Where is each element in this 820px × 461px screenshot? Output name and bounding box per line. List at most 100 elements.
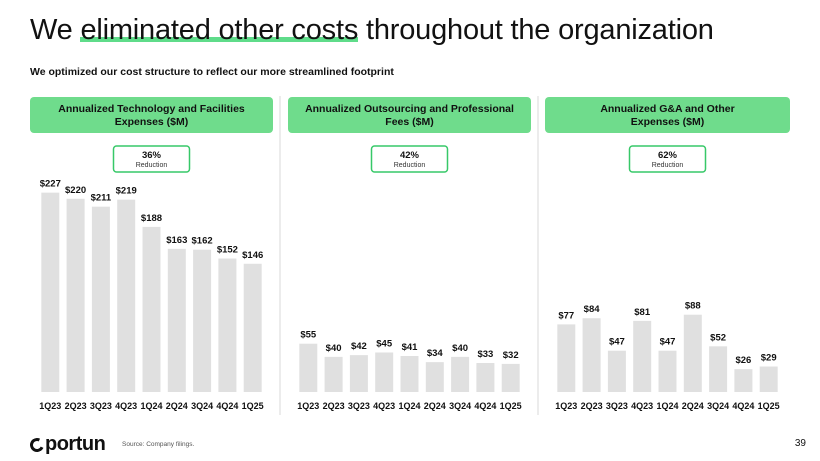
bar-value-label: $220: [65, 185, 86, 196]
x-tick-label: 4Q24: [732, 401, 754, 411]
x-tick-label: 3Q24: [449, 401, 471, 411]
bar-value-label: $211: [91, 193, 112, 204]
x-tick-label: 4Q24: [474, 401, 496, 411]
x-tick-label: 1Q25: [242, 401, 264, 411]
reduction-badge: [112, 145, 191, 173]
bar-value-label: $152: [217, 245, 238, 256]
x-tick-label: 2Q24: [424, 401, 446, 411]
x-tick-label: 3Q24: [707, 401, 729, 411]
chart-header-box: [545, 97, 790, 133]
chart-title-line: Fees ($M): [385, 116, 433, 128]
bar-value-label: $146: [242, 250, 263, 261]
bar-value-label: $81: [634, 307, 651, 318]
bar: [218, 258, 237, 392]
x-tick-label: 4Q23: [373, 401, 395, 411]
x-tick-label: 2Q23: [65, 401, 87, 411]
bar-value-label: $84: [584, 304, 601, 315]
slide-subtitle: We optimized our cost structure to refle…: [30, 66, 394, 78]
reduction-label: Reduction: [394, 162, 426, 169]
bar: [425, 362, 444, 392]
bar-value-label: $219: [116, 186, 137, 197]
x-tick-label: 1Q23: [39, 401, 61, 411]
bar: [658, 350, 677, 392]
bar: [607, 350, 626, 392]
bar: [66, 198, 85, 392]
bar: [633, 320, 652, 392]
x-tick-label: 2Q24: [682, 401, 704, 411]
source-note: Source: Company filings.: [122, 441, 195, 448]
bar-value-label: $42: [351, 341, 367, 352]
bar: [683, 314, 702, 392]
bar-value-label: $41: [402, 342, 419, 353]
bar-value-label: $88: [685, 301, 701, 312]
x-tick-label: 1Q23: [297, 401, 319, 411]
x-tick-label: 3Q24: [191, 401, 213, 411]
x-tick-label: 4Q24: [216, 401, 238, 411]
reduction-percent: 36%: [142, 150, 162, 161]
title-prefix: We: [30, 14, 81, 46]
bar-value-label: $77: [558, 310, 574, 321]
logo-mark-icon: [28, 435, 46, 454]
page-number: 39: [794, 438, 806, 449]
bar-value-label: $52: [710, 332, 726, 343]
x-tick-label: 2Q24: [166, 401, 188, 411]
brand-name: portun: [45, 433, 106, 455]
bar-value-label: $47: [660, 337, 676, 348]
brand-logo: portun: [28, 433, 106, 456]
bar: [349, 355, 368, 392]
x-tick-label: 3Q23: [606, 401, 628, 411]
bar-value-label: $227: [40, 179, 61, 190]
x-tick-label: 1Q23: [555, 401, 577, 411]
bar: [501, 363, 520, 392]
title-suffix: throughout the organization: [358, 14, 714, 46]
bar: [709, 346, 728, 392]
bar-value-label: $32: [503, 350, 519, 361]
reduction-label: Reduction: [136, 162, 168, 169]
chart-title-line: Annualized Outsourcing and Professional: [305, 103, 514, 115]
bar: [91, 206, 110, 392]
bar-value-label: $40: [326, 343, 342, 354]
bar: [41, 192, 60, 392]
reduction-badge: [370, 145, 449, 173]
bar: [193, 249, 212, 392]
bar: [117, 199, 136, 392]
reduction-percent: 42%: [400, 150, 420, 161]
bar-value-label: $45: [376, 338, 393, 349]
chart-title-line: Annualized G&A and Other: [600, 103, 734, 115]
bar: [476, 363, 495, 392]
x-tick-label: 1Q25: [758, 401, 780, 411]
bar-value-label: $162: [192, 236, 213, 247]
bar-value-label: $34: [427, 348, 444, 359]
bar: [167, 248, 186, 392]
bar-value-label: $40: [452, 343, 468, 354]
bar: [375, 352, 394, 392]
bar: [734, 369, 753, 392]
chart-header-box: [30, 97, 273, 133]
x-tick-label: 1Q24: [398, 401, 420, 411]
x-tick-label: 2Q23: [581, 401, 603, 411]
bar: [324, 356, 343, 392]
x-tick-label: 1Q25: [500, 401, 522, 411]
x-tick-label: 1Q24: [656, 401, 678, 411]
bar-value-label: $55: [300, 330, 317, 341]
chart-title-line: Expenses ($M): [631, 116, 705, 128]
bar: [451, 356, 470, 392]
bar: [557, 324, 576, 392]
bar: [299, 343, 318, 392]
bar: [243, 263, 262, 392]
title-highlight: eliminated other costs: [80, 14, 359, 46]
x-tick-label: 4Q23: [115, 401, 137, 411]
slide-title: We eliminated other costs throughout the…: [30, 14, 714, 47]
chart-title-line: Expenses ($M): [115, 116, 189, 128]
chart-title-line: Annualized Technology and Facilities: [58, 103, 245, 115]
reduction-percent: 62%: [658, 150, 678, 161]
x-tick-label: 3Q23: [348, 401, 370, 411]
x-tick-label: 4Q23: [631, 401, 653, 411]
bar: [759, 366, 778, 392]
bar: [400, 355, 419, 392]
chart-header-box: [288, 97, 531, 133]
bar-value-label: $163: [166, 235, 187, 246]
reduction-label: Reduction: [652, 162, 684, 169]
bar: [142, 226, 161, 392]
